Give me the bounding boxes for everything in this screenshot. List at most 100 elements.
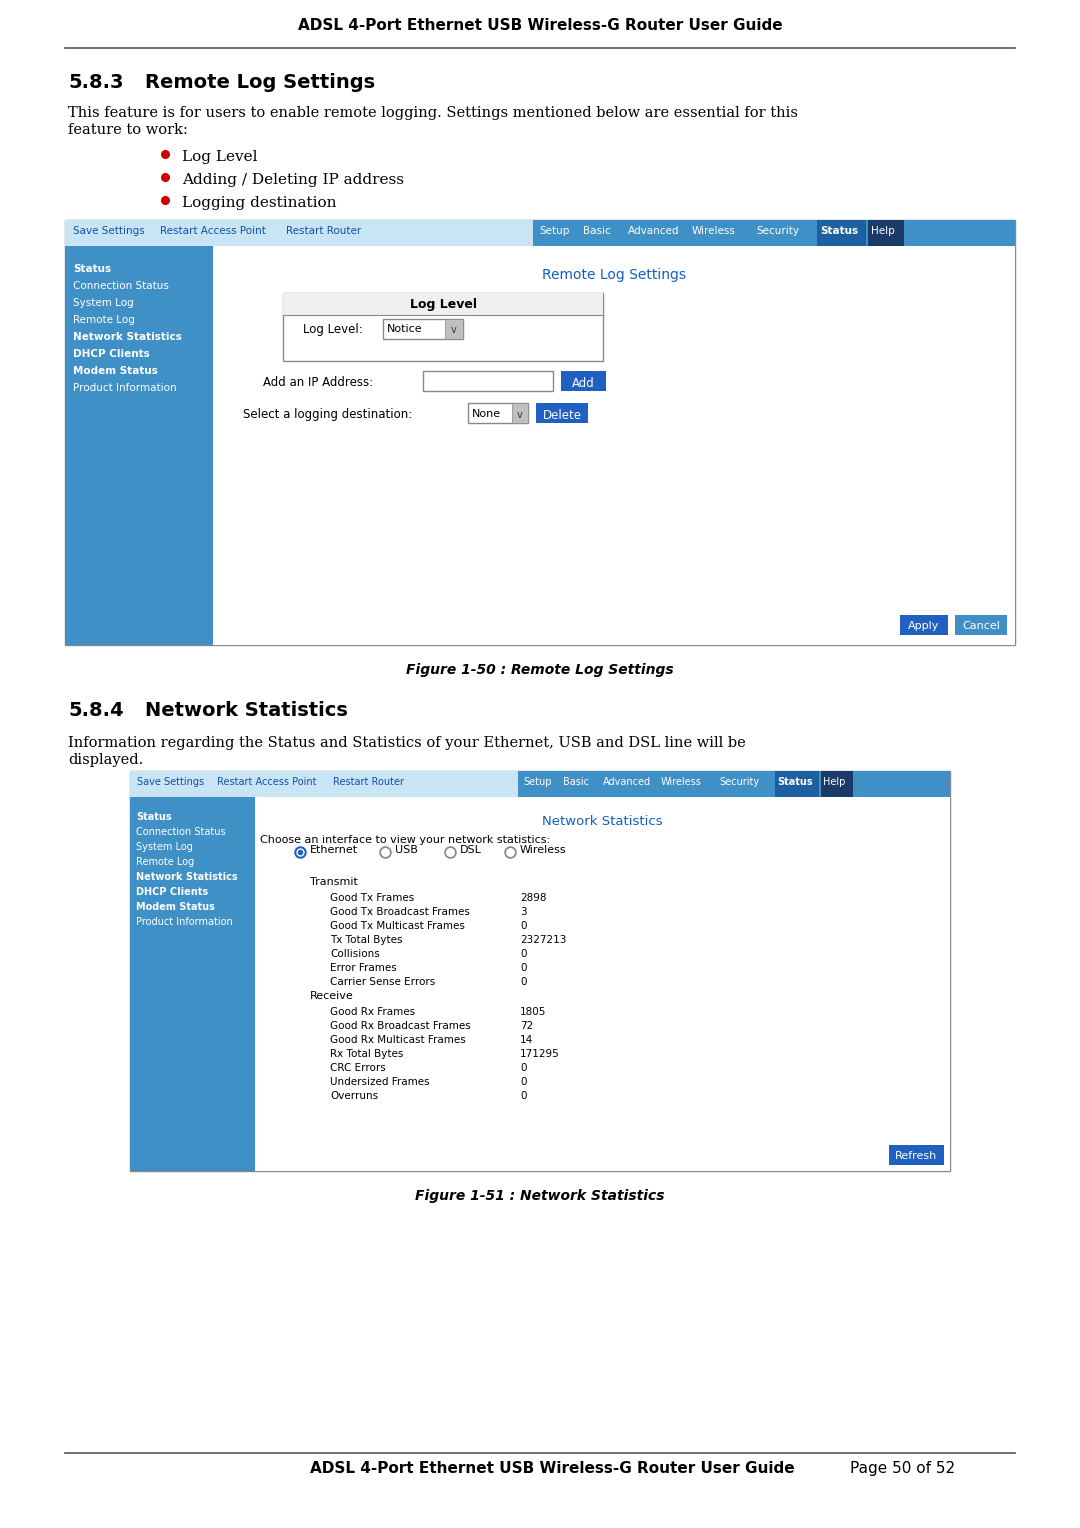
Text: Restart Access Point: Restart Access Point (217, 778, 316, 787)
Text: Help: Help (870, 226, 894, 235)
Text: Remote Log: Remote Log (136, 857, 194, 866)
Bar (213, 246, 1015, 645)
Text: Setup: Setup (523, 778, 552, 787)
Text: Network Statistics: Network Statistics (145, 701, 348, 720)
Bar (130, 772, 950, 798)
Text: v: v (451, 325, 457, 335)
Bar (561, 371, 606, 391)
Text: Delete: Delete (542, 410, 581, 422)
Text: Transmit: Transmit (310, 877, 357, 886)
Text: Ethernet: Ethernet (310, 845, 359, 856)
Bar (536, 403, 588, 423)
Bar (868, 220, 904, 246)
Text: Figure 1-51 : Network Statistics: Figure 1-51 : Network Statistics (415, 1189, 665, 1203)
Text: 2898: 2898 (519, 892, 546, 903)
Text: Carrier Sense Errors: Carrier Sense Errors (330, 976, 435, 987)
Text: Choose an interface to view your network statistics:: Choose an interface to view your network… (260, 834, 550, 845)
Text: Restart Router: Restart Router (286, 226, 362, 235)
Text: Select a logging destination:: Select a logging destination: (243, 408, 413, 422)
Text: Cancel: Cancel (962, 620, 1000, 631)
Text: Restart Access Point: Restart Access Point (161, 226, 267, 235)
Bar (283, 293, 603, 361)
Text: Good Rx Frames: Good Rx Frames (330, 1007, 415, 1018)
Text: Modem Status: Modem Status (73, 367, 158, 376)
Bar (65, 220, 1015, 645)
Bar (423, 371, 553, 391)
Text: Network Statistics: Network Statistics (542, 814, 662, 828)
Text: v: v (517, 410, 523, 420)
Text: displayed.: displayed. (68, 753, 144, 767)
Text: 0: 0 (519, 1063, 527, 1073)
Text: Wireless: Wireless (661, 778, 702, 787)
Bar (468, 403, 528, 423)
Bar (518, 772, 950, 798)
Bar (130, 798, 255, 1170)
Text: Network Statistics: Network Statistics (73, 332, 181, 342)
Text: Help: Help (823, 778, 846, 787)
Text: Status: Status (820, 226, 859, 235)
Text: 5.8.4: 5.8.4 (68, 701, 123, 720)
Text: 171295: 171295 (519, 1050, 559, 1059)
Text: Restart Router: Restart Router (333, 778, 404, 787)
Text: Information regarding the Status and Statistics of your Ethernet, USB and DSL li: Information regarding the Status and Sta… (68, 736, 746, 750)
Text: 14: 14 (519, 1034, 534, 1045)
Bar (900, 614, 948, 636)
Text: Basic: Basic (563, 778, 589, 787)
Text: Error Frames: Error Frames (330, 963, 396, 973)
Text: Modem Status: Modem Status (136, 902, 215, 912)
Text: Add: Add (571, 377, 594, 390)
Text: Status: Status (73, 264, 111, 274)
Bar (283, 293, 603, 315)
Text: feature to work:: feature to work: (68, 122, 188, 138)
Text: 0: 0 (519, 921, 527, 931)
Text: Basic: Basic (583, 226, 611, 235)
Text: Receive: Receive (310, 992, 354, 1001)
Bar (512, 403, 528, 423)
Text: Figure 1-50 : Remote Log Settings: Figure 1-50 : Remote Log Settings (406, 663, 674, 677)
Text: DHCP Clients: DHCP Clients (73, 348, 150, 359)
Bar (955, 614, 1007, 636)
Text: Overruns: Overruns (330, 1091, 378, 1102)
Text: Good Tx Broadcast Frames: Good Tx Broadcast Frames (330, 908, 470, 917)
Bar (775, 772, 819, 798)
Text: 72: 72 (519, 1021, 534, 1031)
Text: 1805: 1805 (519, 1007, 546, 1018)
Text: Good Tx Frames: Good Tx Frames (330, 892, 415, 903)
Text: Remote Log Settings: Remote Log Settings (145, 73, 375, 92)
Text: None: None (472, 410, 501, 419)
Bar (889, 1144, 944, 1164)
Text: Log Level: Log Level (183, 150, 257, 163)
Text: 0: 0 (519, 1091, 527, 1102)
Text: Rx Total Bytes: Rx Total Bytes (330, 1050, 403, 1059)
Text: 3: 3 (519, 908, 527, 917)
Text: ADSL 4-Port Ethernet USB Wireless-G Router User Guide: ADSL 4-Port Ethernet USB Wireless-G Rout… (310, 1461, 795, 1476)
Text: Page 50 of 52: Page 50 of 52 (850, 1461, 955, 1476)
Text: 0: 0 (519, 976, 527, 987)
Bar (130, 772, 950, 1170)
Text: Security: Security (756, 226, 799, 235)
Text: Security: Security (719, 778, 759, 787)
Text: Good Tx Multicast Frames: Good Tx Multicast Frames (330, 921, 464, 931)
Text: Connection Status: Connection Status (136, 827, 226, 837)
Text: DHCP Clients: DHCP Clients (136, 886, 208, 897)
Text: Setup: Setup (539, 226, 569, 235)
Text: USB: USB (395, 845, 418, 856)
Text: Good Rx Multicast Frames: Good Rx Multicast Frames (330, 1034, 465, 1045)
Text: Connection Status: Connection Status (73, 281, 168, 290)
Text: DSL: DSL (460, 845, 482, 856)
Text: 2327213: 2327213 (519, 935, 566, 944)
Bar (821, 772, 853, 798)
Text: System Log: System Log (136, 842, 193, 853)
Text: Save Settings: Save Settings (137, 778, 204, 787)
Text: Logging destination: Logging destination (183, 196, 337, 209)
Text: 5.8.3: 5.8.3 (68, 73, 123, 92)
Text: Status: Status (136, 811, 172, 822)
Text: Add an IP Address:: Add an IP Address: (264, 376, 373, 390)
Bar (255, 798, 950, 1170)
Bar (534, 220, 1015, 246)
Text: Notice: Notice (387, 324, 422, 335)
Text: Wireless: Wireless (519, 845, 567, 856)
Text: Advanced: Advanced (627, 226, 679, 235)
Text: Collisions: Collisions (330, 949, 380, 960)
Text: ADSL 4-Port Ethernet USB Wireless-G Router User Guide: ADSL 4-Port Ethernet USB Wireless-G Rout… (298, 18, 782, 34)
